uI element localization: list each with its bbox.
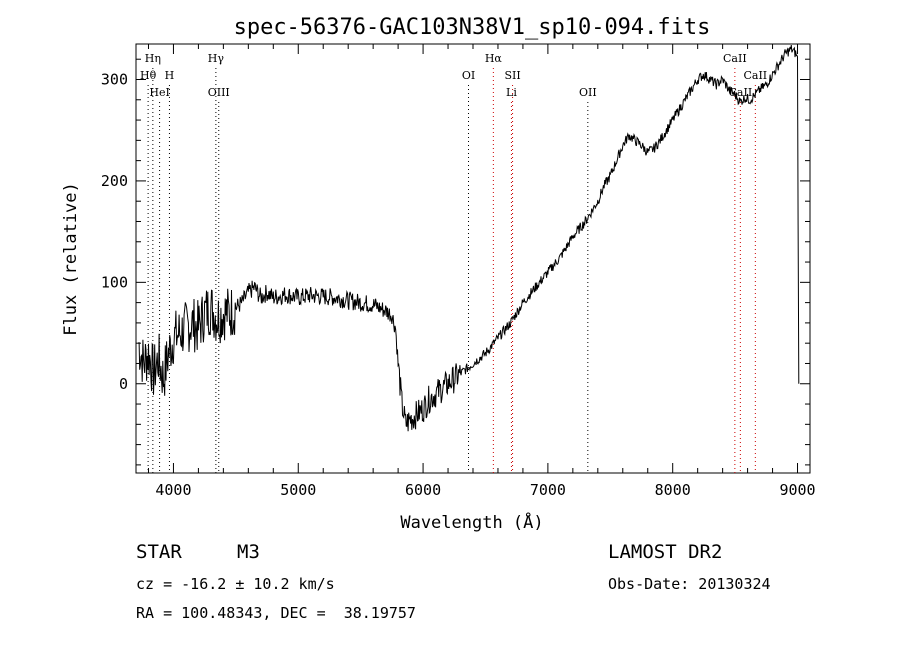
plot-frame [135,43,811,474]
spectral-line-label: OIII [208,86,230,99]
spectral-line-label: CaII [743,69,767,82]
x-tick-label: 9000 [779,481,815,499]
axis-ticks: 4000 5000 6000 7000 8000 9000 0 100 200 300 [101,44,816,499]
y-tick-label: 0 [119,375,128,393]
spectral-line-label: OII [579,86,597,99]
spectrum-line [138,45,800,432]
y-tick-label: 100 [101,273,128,291]
x-tick-label: 8000 [655,481,691,499]
coordinates: RA = 100.48343, DEC = 38.19757 [136,604,416,622]
chart-title: spec-56376-GAC103N38V1_sp10-094.fits [234,15,711,40]
x-tick-label: 6000 [405,481,441,499]
survey-name: LAMOST DR2 [608,541,723,563]
spectral-line-label: Hθ [140,69,157,82]
spectral-line-label: SII [504,69,520,82]
x-tick-label: 4000 [155,481,191,499]
x-tick-label: 7000 [530,481,566,499]
x-axis-label: Wavelength (Å) [400,511,543,533]
spectral-line-label: Hη [145,52,161,65]
object-subclass: M3 [237,541,260,563]
x-tick-label: 5000 [280,481,316,499]
y-axis-label: Flux (relative) [61,182,81,336]
spectral-line-label: Hγ [208,52,225,65]
spectral-line-label: Li [506,86,517,99]
spectral-line-label: Hα [485,52,503,65]
velocity-readout: cz = -16.2 ± 10.2 km/s [136,575,335,593]
spectral-line-label: OI [462,69,475,82]
spectral-line-label: CaII [729,86,753,99]
object-type: STAR [136,541,182,563]
y-tick-label: 300 [101,70,128,88]
y-tick-label: 200 [101,172,128,190]
spectral-line-label: HeI [149,86,169,99]
spectral-line-label: CaII [723,52,747,65]
spectral-line-label: H [165,69,175,82]
obs-date: Obs-Date: 20130324 [608,575,771,593]
